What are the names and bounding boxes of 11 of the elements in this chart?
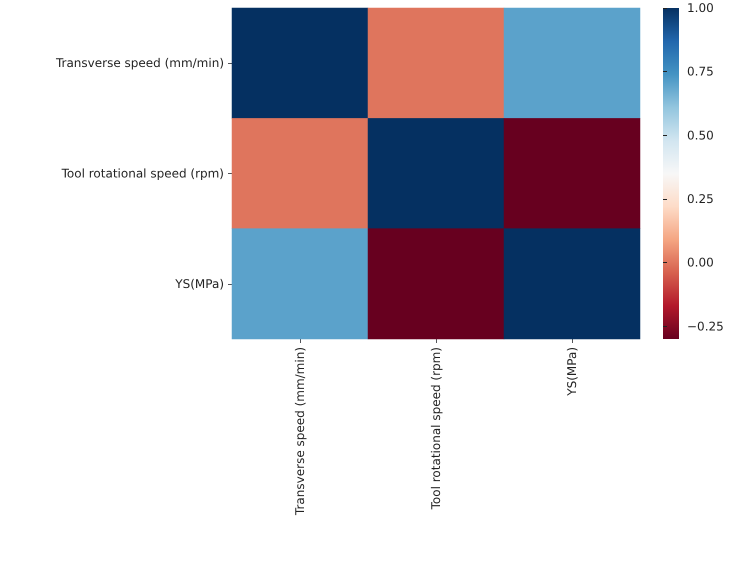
y-tick-label: Tool rotational speed (rpm) (60, 166, 224, 180)
color-bar-label: 0.50 (687, 128, 714, 142)
color-bar-label: 1.00 (687, 1, 714, 15)
color-bar-label: 0.75 (687, 64, 714, 79)
y-tick-label: Transverse speed (mm/min) (54, 56, 224, 70)
y-tick-label: YS(MPa) (174, 276, 224, 291)
x-tick-label: Tool rotational speed (rpm) (429, 347, 443, 510)
color-bar-label: 0.25 (687, 192, 714, 206)
x-tick-label: YS(MPa) (565, 347, 579, 397)
color-bar-label: 0.00 (687, 256, 714, 270)
color-bar-label: −0.25 (687, 319, 724, 334)
